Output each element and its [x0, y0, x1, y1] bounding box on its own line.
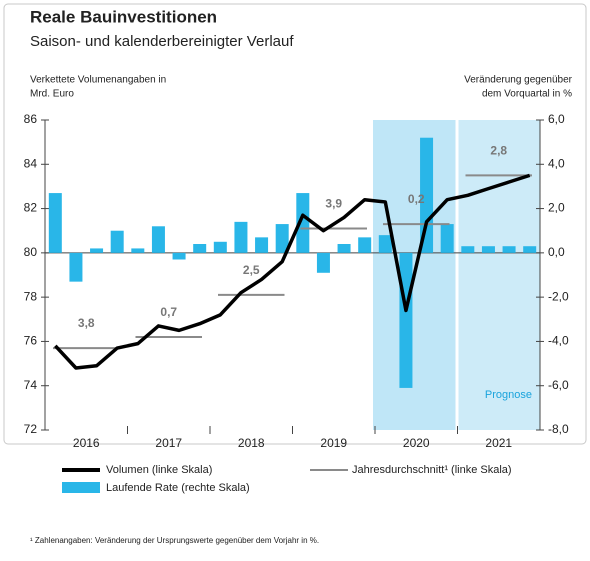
y-tick-label: 78: [24, 289, 38, 303]
footnote: ¹ Zahlenangaben: Veränderung der Ursprun…: [30, 536, 319, 545]
bar: [131, 248, 145, 253]
chart-subtitle: Saison- und kalenderbereinigter Verlauf: [30, 33, 294, 50]
bar: [481, 246, 495, 253]
bar: [461, 246, 475, 253]
bar: [90, 248, 104, 253]
bar: [275, 224, 289, 253]
y-axis-label: Mrd. Euro: [30, 89, 74, 100]
chart-title: Reale Bauinvestitionen: [30, 7, 217, 26]
bar: [502, 246, 516, 253]
y2-tick-label: 4,0: [548, 156, 565, 170]
x-tick-label: 2020: [403, 436, 430, 450]
x-tick-label: 2017: [155, 436, 182, 450]
bar: [358, 237, 372, 253]
y-tick-label: 74: [24, 378, 38, 392]
bar: [213, 241, 227, 253]
bar: [296, 193, 310, 253]
y-tick-label: 82: [24, 201, 38, 215]
frame: [3, 3, 587, 445]
bar: [48, 193, 62, 253]
legend-label: Volumen (linke Skala): [106, 464, 212, 476]
y2-tick-label: -8,0: [548, 422, 569, 436]
line: [54, 173, 531, 370]
bar: [234, 221, 248, 253]
legend-swatch: [62, 482, 100, 493]
bar: [399, 252, 413, 388]
legend-label: Laufende Rate (rechte Skala): [106, 482, 250, 494]
bar: [316, 252, 330, 273]
y2-tick-label: 6,0: [548, 112, 565, 126]
bar: [193, 244, 207, 253]
legend-label: Jahresdurchschnitt¹ (linke Skala): [352, 464, 512, 476]
x-tick-label: 2019: [320, 436, 347, 450]
bar: [69, 252, 83, 282]
annual-annotation: 2,8: [490, 144, 507, 158]
y2-tick-label: -6,0: [548, 378, 569, 392]
annual-annotation: 2,5: [243, 263, 260, 277]
y-tick-label: 86: [24, 112, 38, 126]
forecast-label: Prognose: [485, 389, 532, 401]
y2-tick-label: -4,0: [548, 334, 569, 348]
y-axis-label: Verkettete Volumenangaben in: [30, 75, 166, 86]
x-tick-label: 2021: [485, 436, 512, 450]
bar: [337, 244, 351, 253]
x-tick-label: 2018: [238, 436, 265, 450]
bar: [378, 235, 392, 253]
y-tick-label: 72: [24, 422, 38, 436]
y2-axis-label: dem Vorquartal in %: [482, 89, 572, 100]
bar: [172, 252, 186, 260]
shade: [458, 120, 540, 430]
annual-annotation: 0,2: [408, 192, 425, 206]
y-tick-label: 80: [24, 245, 38, 259]
annual-annotation: 3,8: [78, 316, 95, 330]
bar: [255, 237, 269, 253]
annual-annotation: 0,7: [160, 305, 177, 319]
x-tick-label: 2016: [73, 436, 100, 450]
bar: [523, 246, 537, 253]
bar: [440, 224, 454, 253]
bar: [151, 226, 165, 253]
y2-tick-label: -2,0: [548, 289, 569, 303]
y2-axis-label: Veränderung gegenüber: [464, 75, 573, 86]
y-tick-label: 76: [24, 334, 38, 348]
bar: [110, 230, 124, 253]
y2-tick-label: 2,0: [548, 201, 565, 215]
y2-tick-label: 0,0: [548, 245, 565, 259]
y-tick-label: 84: [24, 156, 38, 170]
annual-annotation: 3,9: [325, 197, 342, 211]
